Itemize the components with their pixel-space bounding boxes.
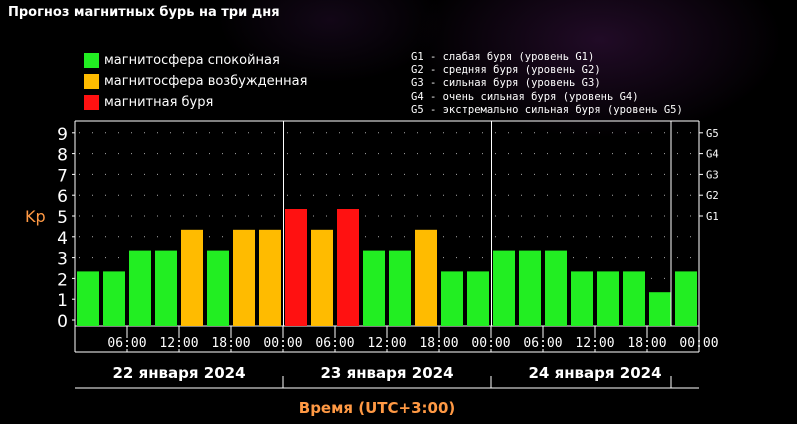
bar (675, 271, 697, 326)
storm-level-g4: G4 - очень сильная буря (уровень G4) (411, 90, 639, 103)
y-tick-label: 1 (57, 291, 68, 311)
bar (363, 250, 385, 326)
legend-item-storm: магнитная буря (84, 92, 307, 113)
bar (155, 250, 177, 326)
bar (571, 271, 593, 326)
bar (337, 209, 359, 326)
g-level-label: G4 (706, 149, 719, 161)
time-tick-label: 06:00 (107, 336, 146, 351)
bar (181, 229, 203, 326)
legend-swatch-excited (84, 74, 99, 89)
time-tick-label: 18:00 (419, 336, 458, 351)
page-title: Прогноз магнитных бурь на три дня (8, 5, 280, 20)
date-label: 23 января 2024 (320, 364, 453, 382)
g-level-label: G2 (706, 190, 719, 202)
y-tick-label: 4 (57, 229, 68, 249)
y-tick-label: 0 (57, 312, 68, 332)
date-label: 22 января 2024 (112, 364, 245, 382)
bar (103, 271, 125, 326)
legend-item-excited: магнитосфера возбужденная (84, 71, 307, 92)
time-tick-label: 18:00 (627, 336, 666, 351)
time-tick-label: 06:00 (523, 336, 562, 351)
time-tick-label: 18:00 (211, 336, 250, 351)
bar (77, 271, 99, 326)
bar (649, 292, 671, 326)
storm-level-g3: G3 - сильная буря (уровень G3) (411, 77, 601, 90)
legend-label-excited: магнитосфера возбужденная (104, 74, 308, 89)
bar (259, 229, 281, 326)
g-level-label: G3 (706, 169, 719, 181)
bar (467, 271, 489, 326)
y-tick-label: 2 (57, 270, 68, 290)
storm-level-g1: G1 - слабая буря (уровень G1) (411, 51, 595, 63)
time-tick-label: 12:00 (367, 336, 406, 351)
bar (519, 250, 541, 326)
date-label: 24 января 2024 (528, 364, 661, 382)
legend-storm-levels: G1 - слабая буря (уровень G1) G2 - средн… (411, 51, 683, 117)
bar (389, 250, 411, 326)
y-axis-label: Kp (25, 207, 46, 226)
bar (129, 250, 151, 326)
g-level-label: G1 (706, 211, 719, 223)
legend-swatch-storm (84, 95, 99, 110)
bar (623, 271, 645, 326)
storm-level-g2: G2 - средняя буря (уровень G2) (411, 64, 601, 77)
time-tick-label: 00:00 (263, 336, 302, 351)
time-tick-label: 06:00 (315, 336, 354, 351)
g-level-label: G5 (706, 128, 719, 140)
bar (207, 250, 229, 326)
time-tick-label: 00:00 (471, 336, 510, 351)
legend-swatch-quiet (84, 53, 99, 68)
legend-label-quiet: магнитосфера спокойная (104, 53, 280, 68)
y-tick-label: 7 (57, 166, 68, 186)
bar (233, 229, 255, 326)
bar (311, 229, 333, 326)
storm-level-g5: G5 - экстремально сильная буря (уровень … (411, 103, 683, 116)
bar (441, 271, 463, 326)
y-tick-label: 6 (57, 187, 68, 207)
bar (415, 229, 437, 326)
legend-color-key: магнитосфера спокойная магнитосфера возб… (84, 50, 307, 113)
legend-item-quiet: магнитосфера спокойная (84, 50, 307, 71)
y-tick-label: 9 (57, 125, 68, 145)
y-tick-label: 8 (57, 146, 68, 166)
time-tick-label: 12:00 (159, 336, 198, 351)
time-tick-label: 12:00 (575, 336, 614, 351)
bar (493, 250, 515, 326)
bar (545, 250, 567, 326)
legend-label-storm: магнитная буря (104, 95, 214, 110)
y-tick-label: 5 (57, 208, 68, 228)
bar (597, 271, 619, 326)
bar (285, 209, 307, 326)
x-axis-label: Время (UTC+3:00) (299, 399, 455, 417)
y-tick-label: 3 (57, 250, 68, 270)
